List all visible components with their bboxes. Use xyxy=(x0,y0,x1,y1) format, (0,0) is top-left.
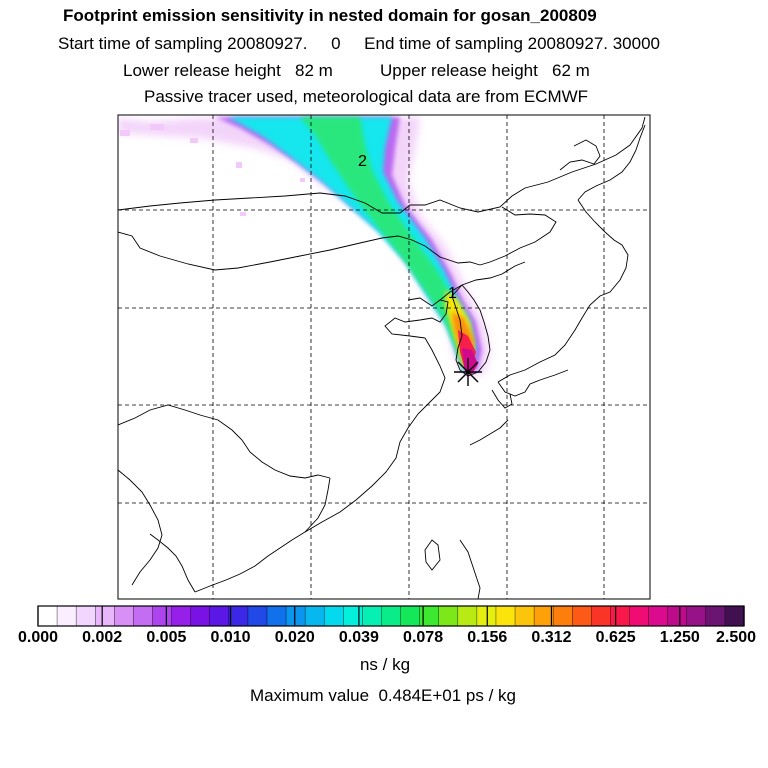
sakhalin xyxy=(559,139,601,171)
colorbar-cell xyxy=(209,606,230,626)
china-north-border xyxy=(118,231,481,271)
colorbar-tick-label: 0.000 xyxy=(17,629,59,646)
colorbar-cell xyxy=(400,606,421,626)
lat-lon-grid xyxy=(118,115,650,599)
india-border xyxy=(249,451,331,479)
colorbar-cell xyxy=(495,606,516,626)
colorbar-cell xyxy=(515,606,535,626)
colorbar-tick-label: 0.078 xyxy=(403,629,444,646)
colorbar-cell xyxy=(38,606,58,626)
japan-honshu xyxy=(497,199,629,383)
colorbar-cell xyxy=(247,606,268,626)
colorbar-major-ticks xyxy=(37,606,745,626)
vietnam-coast xyxy=(149,533,196,593)
colorbar-cell xyxy=(286,606,306,626)
colorbar-cell xyxy=(591,606,612,626)
indochina xyxy=(304,477,331,533)
ryukyu xyxy=(469,419,509,446)
colorbar-cell xyxy=(324,606,344,626)
colorbar-cell xyxy=(667,606,688,626)
colorbar-cell xyxy=(305,606,325,626)
colorbar-cell xyxy=(419,606,440,626)
taiwan xyxy=(424,539,441,571)
colorbar-cell xyxy=(648,606,669,626)
colorbar-cell xyxy=(343,606,363,626)
plume-light-pink xyxy=(118,117,490,378)
japan-kyushu xyxy=(491,389,513,409)
colorbar-tick-label: 0.625 xyxy=(595,629,636,646)
colorbar-cell xyxy=(171,606,192,626)
mongolia-border xyxy=(118,116,646,214)
colorbar-tick-label: 0.156 xyxy=(467,629,508,646)
colorbar-cell xyxy=(724,606,745,626)
colorbar-cell xyxy=(362,606,383,626)
colorbar-cell xyxy=(610,606,631,626)
plume-green xyxy=(300,117,472,368)
colorbar-tick-label: 0.312 xyxy=(531,629,572,646)
colorbar-cell xyxy=(133,606,154,626)
colorbar-cell xyxy=(114,606,134,626)
colorbar-tick-label: 0.039 xyxy=(338,629,379,646)
colorbar-cell xyxy=(457,606,478,626)
map-frame xyxy=(117,114,651,600)
himalaya-border xyxy=(118,469,163,586)
colorbar-cell xyxy=(152,606,173,626)
colorbar-tick-label: 1.250 xyxy=(659,629,700,646)
colorbar-cell xyxy=(438,606,459,626)
maximum-value-label: Maximum value 0.484E+01 ps / kg xyxy=(250,686,516,705)
colorbar-cell xyxy=(705,606,726,626)
philippines xyxy=(459,539,481,599)
colorbar-cell xyxy=(629,606,650,626)
tracer-info-line: Passive tracer used, meteorological data… xyxy=(144,87,589,106)
colorbar-tick-label: 0.002 xyxy=(82,629,123,646)
colorbar-cells xyxy=(37,606,745,626)
plume-magenta xyxy=(462,348,478,374)
colorbar-cell xyxy=(686,606,707,626)
release-height-line: Lower release height 82 m Upper release … xyxy=(123,61,590,80)
sampling-time-line: Start time of sampling 20080927. 0 End t… xyxy=(58,34,660,53)
colorbar-tick-label: 0.010 xyxy=(210,629,251,646)
colorbar-cell xyxy=(381,606,402,626)
colorbar-tick-label: 2.500 xyxy=(715,629,757,646)
colorbar-cell xyxy=(553,606,573,626)
colorbar-cell xyxy=(190,606,211,626)
china-east-coast xyxy=(291,337,446,541)
trajectory-marker-1: 1 xyxy=(448,285,457,302)
plume-footprint xyxy=(118,117,490,378)
colorbar-tick-label: 0.005 xyxy=(146,629,187,646)
hokkaido xyxy=(577,124,646,201)
bohai-coast xyxy=(384,297,449,339)
colorbar-cell xyxy=(534,606,554,626)
korea-border xyxy=(439,261,526,301)
trajectory-marker-2: 2 xyxy=(358,153,367,170)
plume-scatter xyxy=(120,124,305,216)
receptor-asterisk-icon xyxy=(454,358,482,386)
colorbar-tick-label: 0.020 xyxy=(274,629,315,646)
manchuria-border xyxy=(479,206,557,266)
chart-title: Footprint emission sensitivity in nested… xyxy=(63,6,597,25)
colorbar-cell xyxy=(228,606,249,626)
japan-south xyxy=(497,369,569,397)
colorbar-units: ns / kg xyxy=(359,655,411,674)
colorbar-cell xyxy=(572,606,592,626)
colorbar-cell xyxy=(57,606,77,626)
colorbar-cell xyxy=(76,606,96,626)
central-asia-border xyxy=(118,404,251,453)
colorbar-cell xyxy=(266,606,287,626)
colorbar-cell xyxy=(95,606,115,626)
